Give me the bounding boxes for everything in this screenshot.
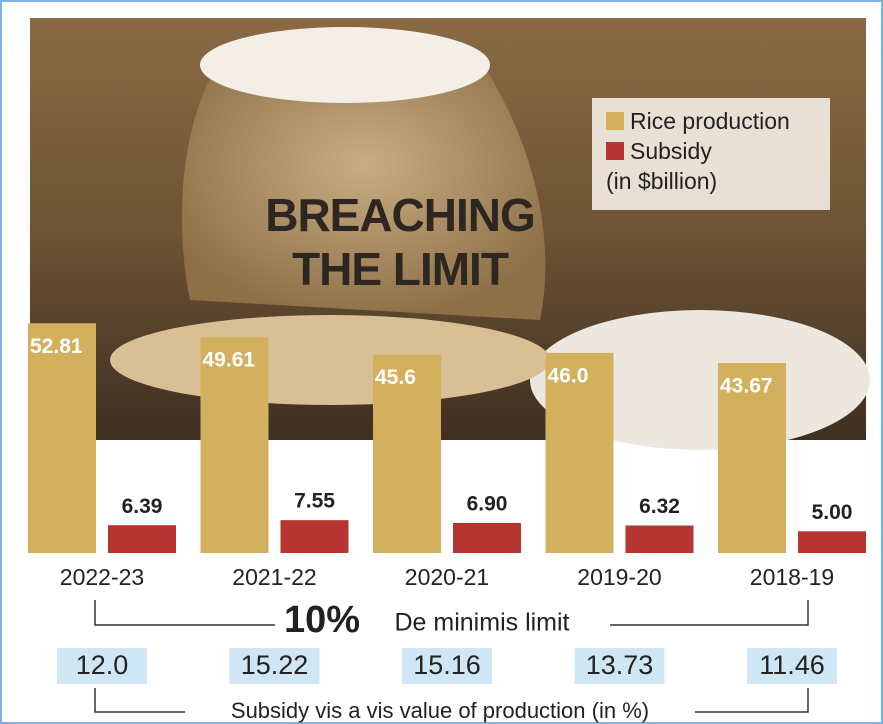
legend-unit: (in $billion) xyxy=(606,166,830,196)
share-label: 11.46 xyxy=(759,650,825,680)
value-label: 7.55 xyxy=(294,490,335,513)
share-label: 15.22 xyxy=(241,650,309,680)
value-label: 6.39 xyxy=(122,495,163,518)
value-label: 6.90 xyxy=(467,493,508,516)
share-caption: Subsidy vis a vis value of production (i… xyxy=(231,698,649,723)
rice-top xyxy=(200,27,490,103)
share-label: 15.16 xyxy=(413,650,481,680)
legend-entry: Rice production xyxy=(606,106,830,136)
legend-label: Rice production xyxy=(630,108,790,135)
x-tick-label: 2018-19 xyxy=(750,564,834,590)
bar xyxy=(108,525,176,553)
bracket-line xyxy=(610,600,808,625)
x-tick-label: 2022-23 xyxy=(60,564,144,590)
x-tick-label: 2019-20 xyxy=(577,564,661,590)
bar xyxy=(626,526,694,553)
value-label: 5.00 xyxy=(812,501,853,524)
x-tick-label: 2020-21 xyxy=(405,564,489,590)
legend-label: Subsidy xyxy=(630,138,712,165)
bracket-line xyxy=(95,688,185,712)
limit-text: De minimis limit xyxy=(395,609,570,637)
legend-swatch xyxy=(606,142,624,160)
bar xyxy=(798,531,866,553)
value-label: 46.0 xyxy=(548,364,589,387)
bracket-line xyxy=(695,688,808,712)
share-label: 13.73 xyxy=(586,650,654,680)
chart-title: BREACHING THE LIMIT xyxy=(250,188,550,296)
scoop xyxy=(110,315,550,405)
limit-value: 10% xyxy=(284,599,360,641)
value-label: 6.32 xyxy=(639,495,680,518)
value-label: 45.6 xyxy=(375,366,416,389)
share-label: 12.0 xyxy=(76,650,129,680)
value-label: 43.67 xyxy=(720,375,773,398)
bar xyxy=(281,520,349,553)
value-label: 49.61 xyxy=(203,349,256,372)
value-label: 52.81 xyxy=(30,335,83,358)
legend-swatch xyxy=(606,112,624,130)
bar xyxy=(453,523,521,553)
bracket-line xyxy=(95,600,275,625)
legend: Rice production Subsidy (in $billion) xyxy=(592,98,830,210)
legend-entry: Subsidy xyxy=(606,136,830,166)
infographic: 52.81 6.39 2022-23 12.0 49.61 7.55 2021-22 15.2… xyxy=(0,0,883,724)
x-tick-label: 2021-22 xyxy=(232,564,316,590)
